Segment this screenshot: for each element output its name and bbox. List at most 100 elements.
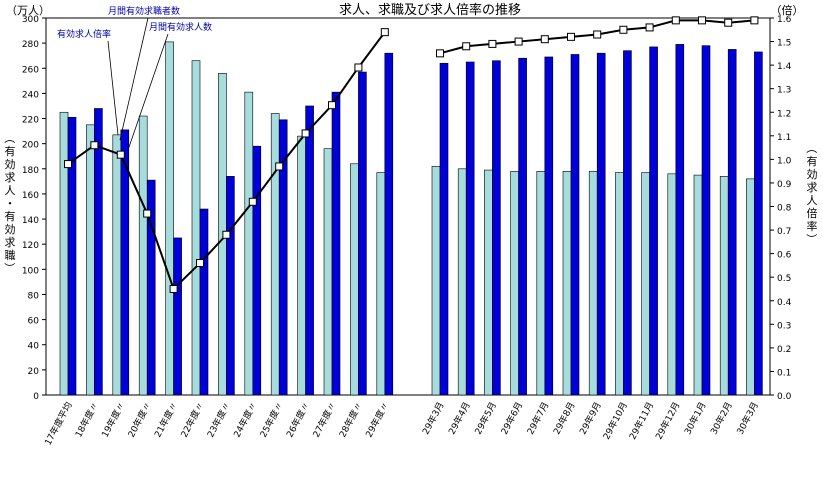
- right-tick-label: 1.2: [777, 109, 791, 119]
- left-tick-label: 100: [22, 266, 39, 276]
- bar-job-offers: [305, 105, 314, 396]
- bar-job-offers: [67, 116, 77, 396]
- bar-job-seekers: [484, 169, 493, 396]
- bar-job-offers: [439, 62, 449, 396]
- ratio-marker: [301, 129, 310, 138]
- bar-job-seekers: [562, 171, 572, 396]
- bar-job-offers: [701, 45, 711, 396]
- bar-job-offers: [727, 49, 737, 396]
- ratio-marker: [540, 35, 549, 44]
- x-tick-label: 30年2月: [708, 400, 735, 437]
- ratio-marker: [354, 63, 363, 72]
- bar-job-offers: [623, 50, 632, 396]
- bar-job-offers: [544, 56, 554, 396]
- ratio-marker: [380, 28, 389, 37]
- left-tick-label: 240: [22, 90, 39, 100]
- left-tick-label: 200: [22, 141, 39, 151]
- left-axis-title-char: 人: [5, 184, 16, 197]
- right-tick-label: 1.3: [777, 86, 791, 96]
- x-tick-label: 29年10月: [600, 400, 630, 442]
- right-axis-title-char: （: [805, 143, 818, 154]
- x-tick-label: 29年7月: [524, 400, 551, 437]
- bar-job-offers: [465, 61, 475, 396]
- x-tick-label: 29年3月: [420, 400, 447, 437]
- right-tick-label: 0.6: [777, 251, 792, 261]
- bar-job-seekers: [588, 171, 598, 396]
- ratio-marker: [750, 16, 759, 25]
- ratio-marker: [90, 141, 99, 150]
- ratio-marker: [328, 101, 336, 110]
- right-tick-label: 0.8: [777, 204, 792, 214]
- left-axis-title-char: ・: [5, 197, 16, 210]
- bar-job-seekers: [510, 171, 519, 396]
- x-tick-label: 30年1月: [682, 400, 709, 437]
- bar-job-seekers: [641, 172, 650, 396]
- left-axis-title-char: 求: [5, 171, 16, 184]
- ratio-marker: [567, 32, 575, 41]
- bar-job-seekers: [746, 178, 755, 396]
- x-tick-label: 29年6月: [498, 400, 525, 437]
- bar-job-seekers: [615, 172, 624, 396]
- bar-job-seekers: [431, 165, 441, 396]
- bar-job-seekers: [297, 135, 306, 396]
- legend-label-ratio: 有効求人倍率: [57, 28, 111, 40]
- bar-job-offers: [146, 179, 156, 396]
- ratio-marker: [619, 25, 628, 34]
- ratio-marker: [275, 162, 284, 171]
- left-axis-title-char: 効: [5, 157, 16, 171]
- bar-job-offers: [173, 237, 182, 396]
- right-tick-label: 1.6: [777, 15, 792, 25]
- bar-job-seekers: [667, 173, 677, 396]
- right-tick-label: 1.0: [777, 156, 792, 166]
- x-tick-label: 29年9月: [577, 400, 604, 437]
- left-axis-title-char: ）: [3, 263, 16, 274]
- ratio-marker: [248, 197, 257, 206]
- bar-job-offers: [570, 54, 580, 396]
- x-tick-label: 29年4月: [446, 400, 473, 437]
- x-tick-label: 24年度〃: [231, 400, 260, 440]
- bar-job-offers: [94, 108, 103, 396]
- bar-job-offers: [226, 176, 235, 396]
- left-tick-label: 60: [28, 317, 40, 327]
- left-tick-label: 180: [22, 166, 39, 176]
- x-tick-label: 26年度〃: [284, 400, 313, 440]
- left-tick-label: 220: [22, 116, 39, 126]
- left-unit-label: （万人）: [6, 4, 50, 17]
- x-tick-label: 19年度〃: [99, 400, 128, 440]
- bar-job-seekers: [350, 163, 359, 396]
- x-tick-label: 29年5月: [472, 400, 499, 437]
- bar-job-offers: [278, 119, 288, 396]
- bar-job-offers: [331, 91, 341, 396]
- ratio-marker: [698, 16, 706, 25]
- bar-job-offers: [518, 57, 527, 396]
- legend-pointer-seekers: [119, 17, 149, 141]
- x-tick-label: 21年度〃: [152, 400, 181, 440]
- left-tick-label: 280: [22, 40, 39, 50]
- bar-job-offers: [596, 52, 606, 396]
- bar-job-offers: [120, 129, 130, 396]
- right-axis-title-char: 人: [807, 194, 818, 207]
- ratio-marker: [222, 230, 231, 239]
- bar-job-seekers: [719, 176, 729, 396]
- x-tick-label: 22年度〃: [178, 400, 207, 440]
- ratio-marker: [436, 49, 444, 58]
- bar-job-offers: [358, 71, 367, 396]
- left-axis-title-char: 職: [5, 249, 16, 262]
- ratio-marker: [593, 30, 602, 39]
- bar-job-seekers: [165, 41, 174, 396]
- right-axis-title-char: ）: [805, 234, 818, 245]
- legend-label-offers: 月間有効求人数: [149, 21, 212, 33]
- bar-job-offers: [492, 60, 501, 396]
- ratio-marker: [169, 284, 178, 293]
- ratio-marker: [64, 160, 72, 169]
- bar-job-seekers: [536, 171, 546, 396]
- legend-label-seekers: 月間有効求職者数: [108, 5, 180, 17]
- bar-job-seekers: [376, 172, 386, 396]
- bar-job-seekers: [323, 148, 333, 396]
- legend-pointer-ratio: [107, 40, 119, 136]
- x-tick-label: 17年度平均: [42, 400, 75, 448]
- ratio-marker: [116, 150, 125, 159]
- right-tick-label: 0.9: [777, 180, 792, 190]
